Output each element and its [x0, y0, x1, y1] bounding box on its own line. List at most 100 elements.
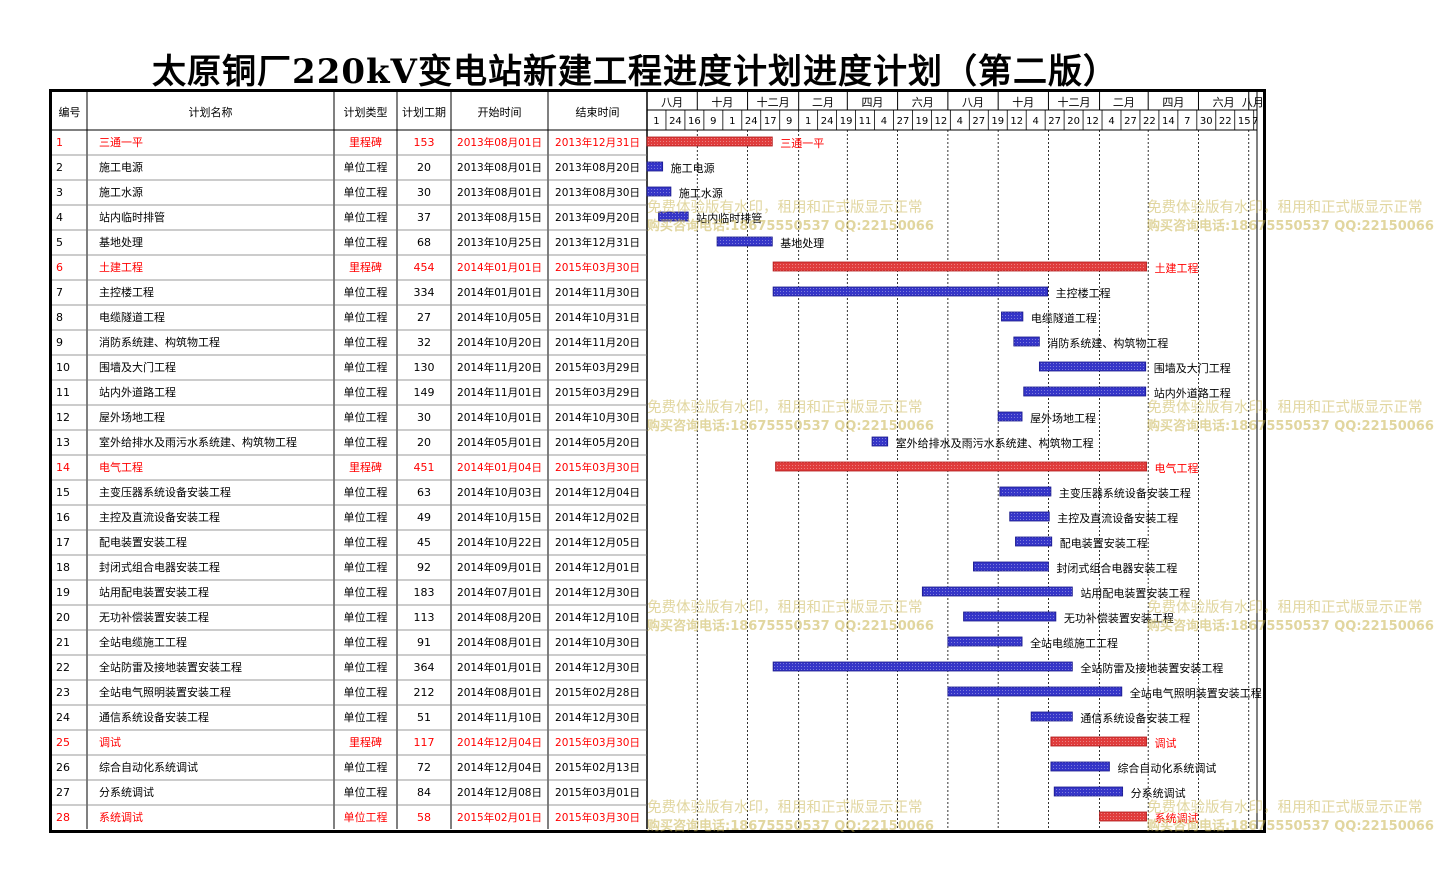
task-bar: [1015, 536, 1053, 547]
row-task-name: 围墙及大门工程: [99, 360, 176, 374]
bar-label: 站内外道路工程: [1154, 386, 1231, 400]
row-start-date: 2014年08月01日: [457, 686, 542, 699]
row-start-date: 2014年10月05日: [457, 311, 542, 324]
week-tick-label: 9: [786, 116, 792, 127]
row-duration: 149: [414, 386, 435, 399]
week-tick-label: 19: [991, 116, 1004, 127]
row-duration: 32: [417, 336, 431, 349]
row-type: 单位工程: [344, 285, 388, 299]
row-id: 9: [56, 336, 63, 349]
week-tick-label: 27: [1048, 116, 1061, 127]
month-label: 八月: [962, 96, 984, 109]
month-label: 十月: [711, 95, 733, 109]
row-type: 里程碑: [349, 461, 382, 474]
row-start-date: 2014年01月04日: [457, 461, 542, 474]
row-end-date: 2015年03月30日: [555, 736, 640, 749]
row-type: 单位工程: [344, 535, 388, 549]
week-tick-label: 1: [729, 116, 735, 127]
row-task-name: 通信系统设备安装工程: [99, 710, 209, 724]
row-task-name: 配电装置安装工程: [99, 535, 187, 549]
row-id: 12: [56, 411, 70, 424]
row-end-date: 2014年12月30日: [555, 586, 640, 599]
bar-label: 屋外场地工程: [1030, 411, 1096, 425]
row-end-date: 2015年03月29日: [555, 386, 640, 399]
row-duration: 334: [414, 286, 435, 299]
page-title: 太原铜厂220kV变电站新建工程进度计划进度计划（第二版）: [152, 52, 1118, 92]
row-task-name: 站用配电装置安装工程: [99, 585, 209, 599]
row-start-date: 2014年01月01日: [457, 261, 542, 274]
row-end-date: 2015年03月30日: [555, 811, 640, 824]
week-tick-label: 4: [1108, 116, 1114, 127]
row-duration: 49: [417, 511, 431, 524]
row-type: 单位工程: [344, 235, 388, 249]
row-id: 14: [56, 461, 70, 474]
row-task-name: 全站电缆施工工程: [99, 635, 187, 649]
row-task-name: 调试: [99, 736, 121, 749]
row-type: 单位工程: [344, 360, 388, 374]
row-id: 21: [56, 636, 70, 649]
bar-label: 室外给排水及雨污水系统建、构筑物工程: [896, 436, 1094, 450]
week-tick-label: 12: [1086, 116, 1099, 127]
week-tick-label: 12: [1010, 116, 1023, 127]
task-bar: [999, 486, 1052, 497]
milestone-bar: [1050, 736, 1147, 747]
task-bar: [772, 661, 1073, 672]
row-start-date: 2013年10月25日: [457, 236, 542, 249]
row-duration: 130: [414, 361, 435, 374]
task-bar: [646, 186, 672, 197]
row-start-date: 2015年02月01日: [457, 811, 542, 824]
row-id: 27: [56, 786, 70, 799]
row-duration: 68: [417, 236, 431, 249]
row-start-date: 2013年08月01日: [457, 161, 542, 174]
task-bar: [947, 686, 1123, 697]
row-start-date: 2014年11月10日: [457, 711, 542, 724]
bar-label: 土建工程: [1155, 261, 1199, 275]
row-end-date: 2014年10月30日: [555, 636, 640, 649]
bar-label: 全站电缆施工工程: [1030, 636, 1118, 650]
task-bar: [871, 436, 889, 447]
row-id: 6: [56, 261, 63, 274]
row-id: 17: [56, 536, 70, 549]
bar-label: 站内临时排管: [696, 211, 762, 225]
week-tick-label: 16: [688, 116, 701, 127]
row-start-date: 2014年12月08日: [457, 786, 542, 799]
row-start-date: 2014年11月01日: [457, 386, 542, 399]
row-task-name: 全站防雷及接地装置安装工程: [99, 660, 242, 674]
row-end-date: 2014年10月30日: [555, 411, 640, 424]
row-type: 单位工程: [344, 660, 388, 674]
row-duration: 92: [417, 561, 431, 574]
row-type: 单位工程: [344, 160, 388, 174]
row-end-date: 2014年11月20日: [555, 336, 640, 349]
bar-label: 主控楼工程: [1056, 286, 1111, 300]
row-start-date: 2014年12月04日: [457, 761, 542, 774]
week-tick-label: 7: [1184, 116, 1190, 127]
row-task-name: 基地处理: [99, 236, 143, 249]
row-type: 里程碑: [349, 136, 382, 149]
row-start-date: 2013年08月01日: [457, 136, 542, 149]
bar-label: 分系统调试: [1131, 787, 1186, 800]
row-start-date: 2014年10月22日: [457, 536, 542, 549]
table-header-cell: 编号: [59, 105, 81, 119]
task-bar: [1013, 336, 1040, 347]
row-end-date: 2015年02月28日: [555, 686, 640, 699]
row-id: 16: [56, 511, 70, 524]
row-type: 单位工程: [344, 585, 388, 599]
row-id: 28: [56, 811, 70, 824]
row-type: 单位工程: [344, 760, 388, 774]
bar-label: 施工电源: [671, 161, 715, 175]
row-start-date: 2014年10月20日: [457, 336, 542, 349]
row-start-date: 2014年08月20日: [457, 611, 542, 624]
row-task-name: 三通一平: [99, 136, 143, 149]
row-duration: 27: [417, 311, 431, 324]
row-start-date: 2014年07月01日: [457, 586, 542, 599]
row-task-name: 站内临时排管: [99, 210, 165, 224]
row-id: 20: [56, 611, 70, 624]
row-duration: 113: [414, 611, 435, 624]
week-tick-label: 19: [840, 116, 853, 127]
week-tick-label: 14: [1162, 116, 1175, 127]
week-tick-label: 7: [1252, 116, 1258, 127]
week-tick-label: 9: [710, 116, 716, 127]
row-id: 7: [56, 286, 63, 299]
row-end-date: 2013年08月20日: [555, 161, 640, 174]
week-tick-label: 12: [935, 116, 948, 127]
